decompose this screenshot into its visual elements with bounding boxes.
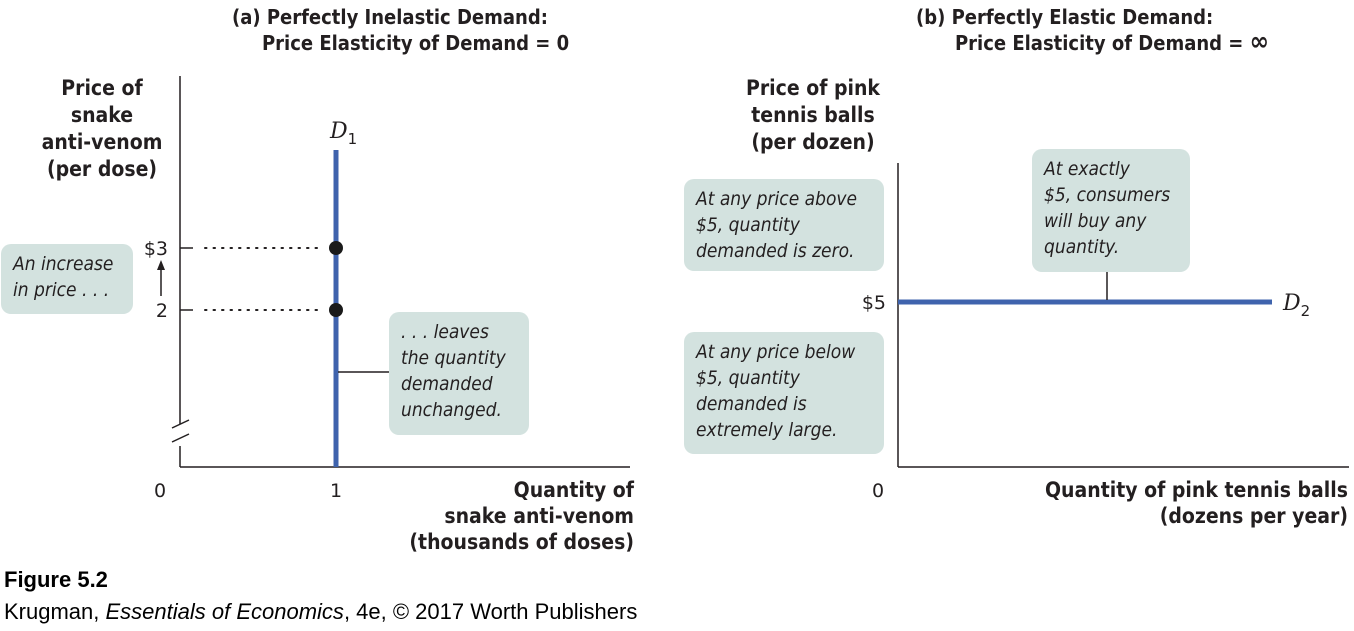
panel-b-xlabel-line1: Quantity of pink tennis balls <box>1045 478 1348 502</box>
panel-a-ylabel-line1: Price of <box>61 76 143 100</box>
demand-curve-d2-label: D2 <box>1282 291 1310 320</box>
annotation-price-above: At any price above $5, quantity demanded… <box>684 179 884 271</box>
annotation-increase-in-price: An increase in price . . . <box>1 244 133 314</box>
panel-a-x-tick-label: 1 <box>330 480 342 502</box>
panel-b-ylabel-line2: tennis balls <box>751 103 875 127</box>
panel-a: (a) Perfectly Inelastic Demand: Price El… <box>42 5 635 554</box>
data-point-price-3 <box>329 241 343 255</box>
panel-a-xlabel-line2: snake anti-venom <box>444 504 634 528</box>
panel-b: (b) Perfectly Elastic Demand: Price Elas… <box>746 5 1349 528</box>
annotation-price-below: At any price below $5, quantity demanded… <box>684 332 884 454</box>
annotation-quantity-unchanged: . . . leaves the quantity demanded uncha… <box>389 312 529 435</box>
panel-b-title-line1: (b) Perfectly Elastic Demand: <box>916 5 1213 29</box>
annotation-exactly-five: At exactly $5, consumers will buy any qu… <box>1032 149 1190 272</box>
panel-a-xlabel-line3: (thousands of doses) <box>409 530 634 554</box>
panel-b-xlabel-line2: (dozens per year) <box>1160 504 1348 528</box>
panel-b-ylabel-line1: Price of pink <box>746 76 880 100</box>
data-point-price-2 <box>329 303 343 317</box>
caption-publisher: , 4e, © 2017 Worth Publishers <box>343 599 638 624</box>
panel-a-origin-label: 0 <box>154 480 166 502</box>
panel-a-y-tick-label-3: $3 <box>144 238 168 260</box>
panel-a-y-tick-label-2: 2 <box>156 300 168 322</box>
panel-a-title-line1: (a) Perfectly Inelastic Demand: <box>232 5 548 29</box>
panel-b-ylabel-line3: (per dozen) <box>751 130 874 154</box>
panel-a-axis-break-mark <box>171 419 190 429</box>
panel-b-title-line2: Price Elasticity of Demand = ∞ <box>955 27 1269 57</box>
panel-b-origin-label: 0 <box>872 480 884 502</box>
panel-a-ylabel-line4: (per dose) <box>47 157 157 181</box>
demand-curve-d1-label: D1 <box>329 119 357 148</box>
figure-caption-credit: Krugman, Essentials of Economics, 4e, © … <box>4 599 637 625</box>
panel-a-ylabel-line3: anti-venom <box>42 130 163 154</box>
figure-caption-title: Figure 5.2 <box>4 567 108 592</box>
increase-arrow-head <box>157 260 165 270</box>
panel-a-title-line2: Price Elasticity of Demand = 0 <box>262 31 569 55</box>
caption-author: Krugman, <box>4 599 106 624</box>
panel-a-xlabel-line1: Quantity of <box>514 478 635 502</box>
panel-a-axis-break-mark <box>171 433 190 443</box>
caption-book-title: Essentials of Economics <box>105 599 344 624</box>
panel-b-y-tick-label-5: $5 <box>862 292 886 314</box>
panel-a-ylabel-line2: snake <box>71 103 133 127</box>
